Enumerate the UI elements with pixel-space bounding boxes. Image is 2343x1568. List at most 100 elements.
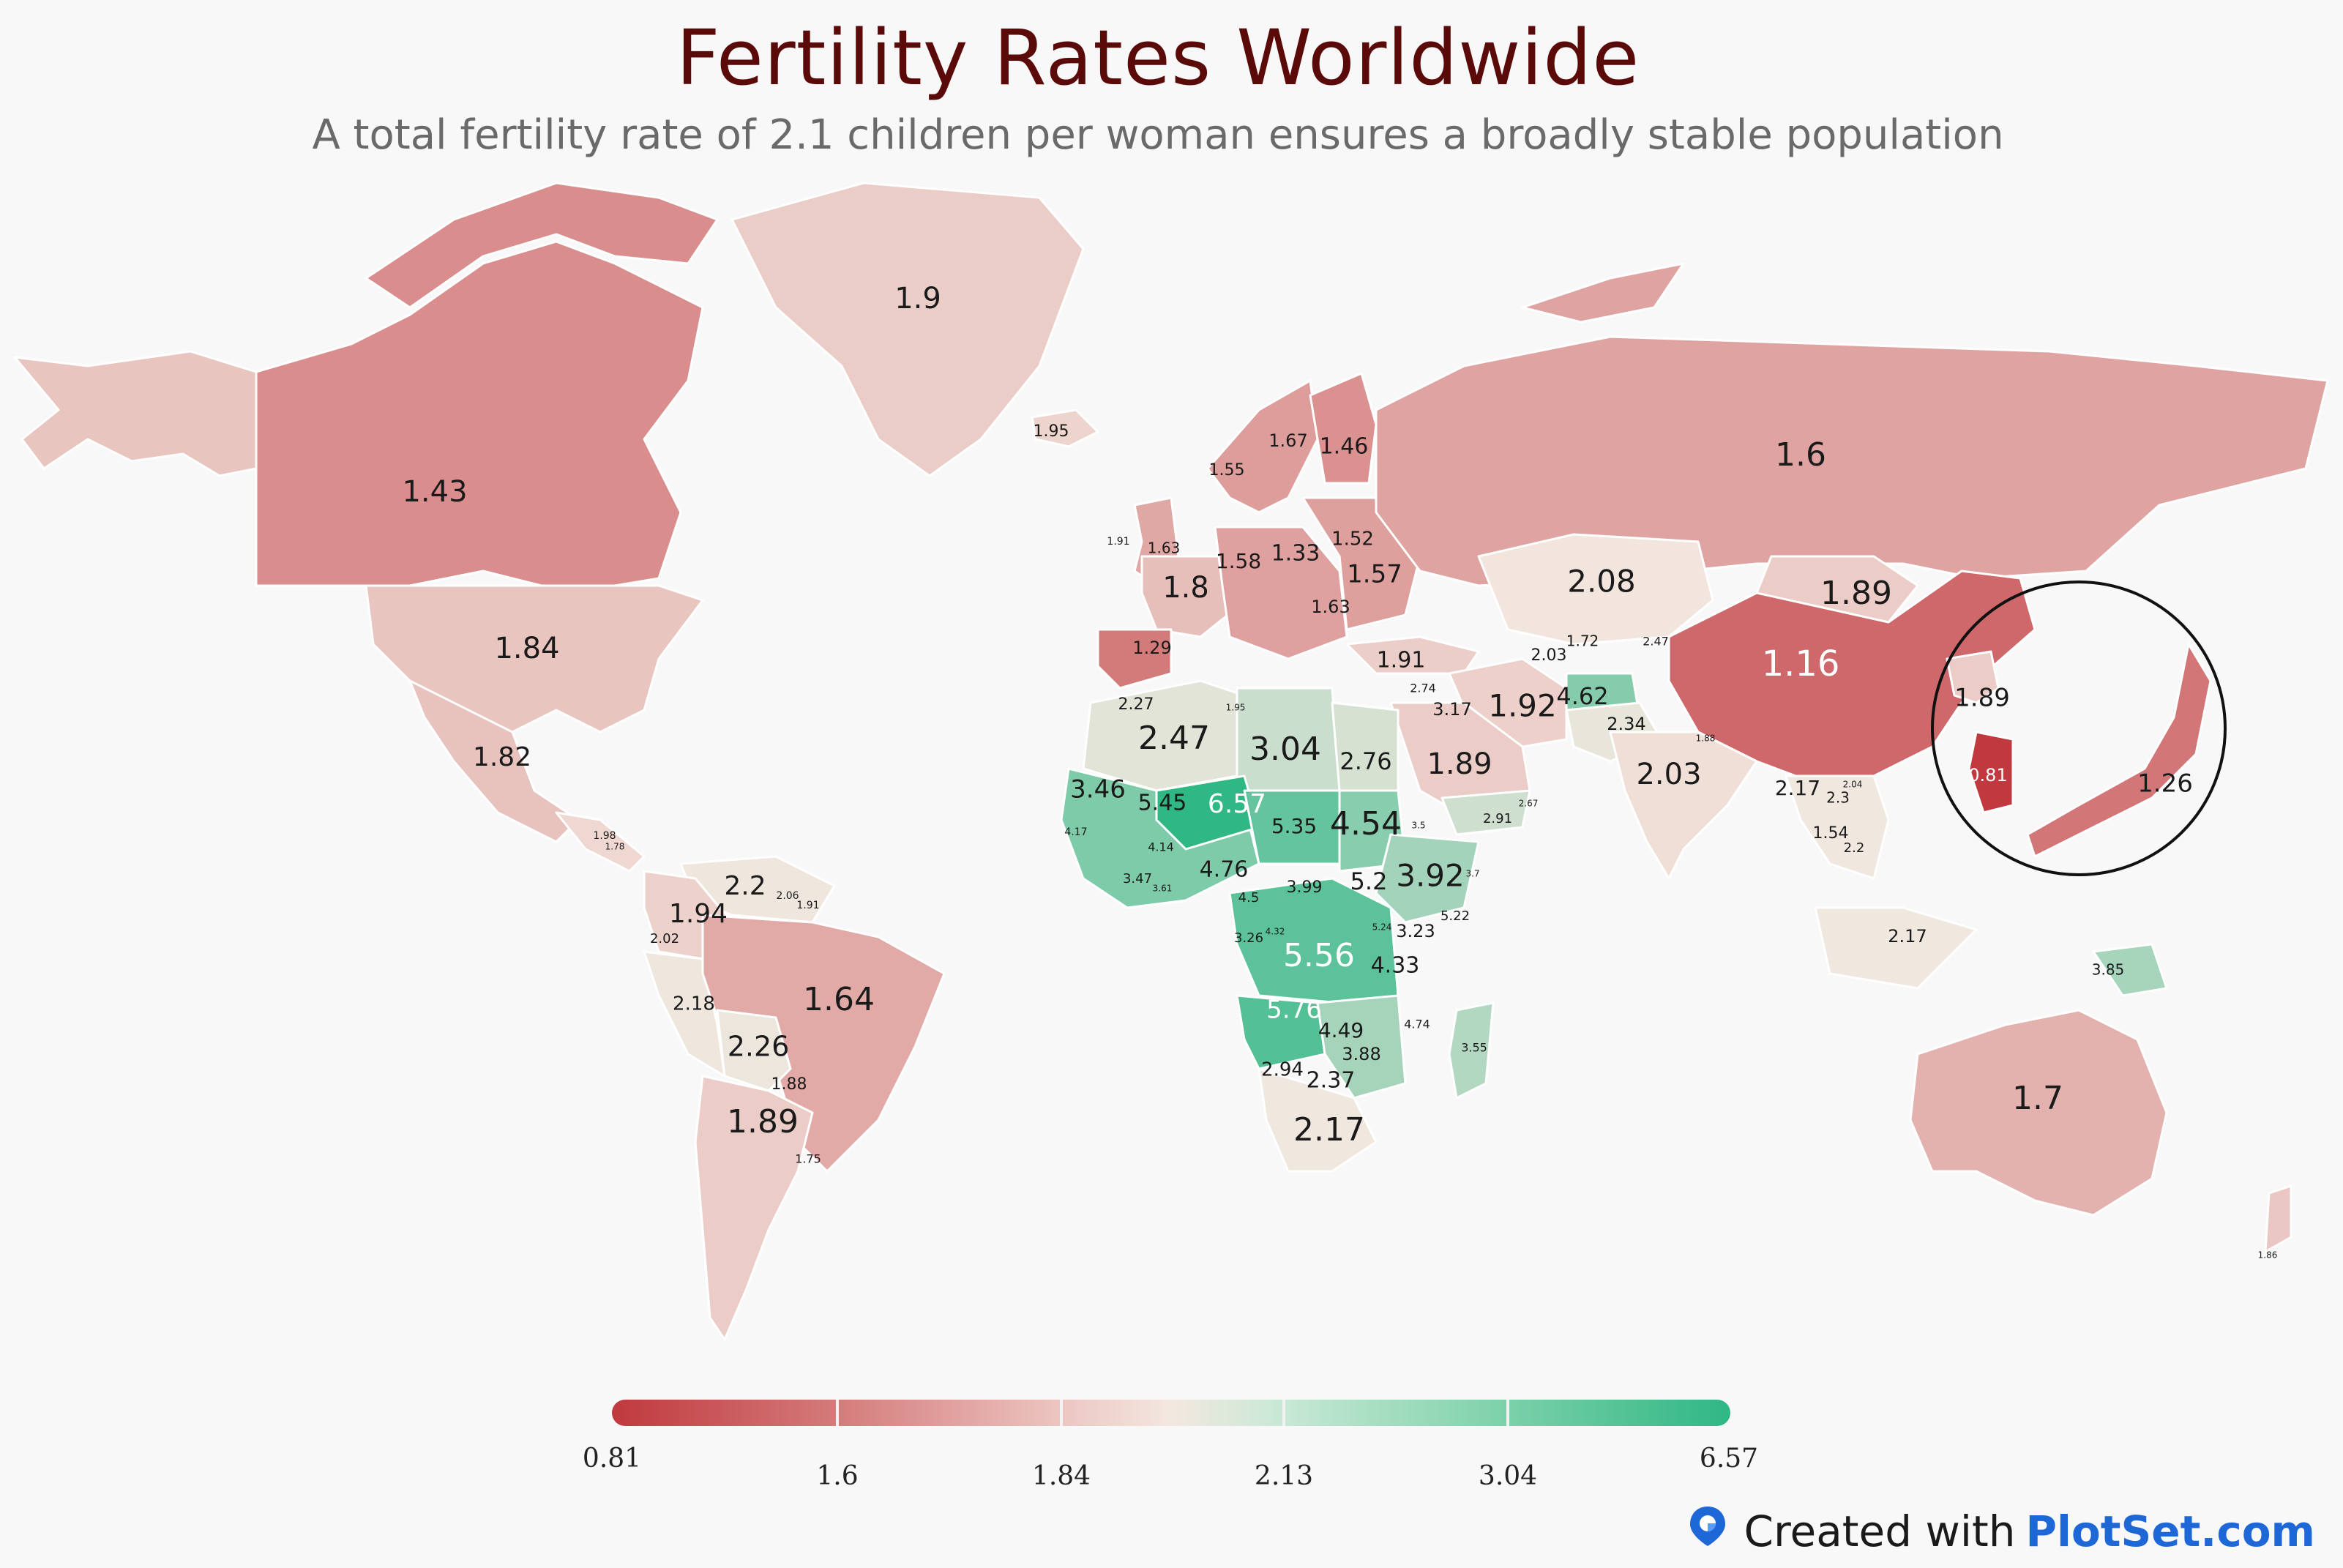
region-value-label: 2.67 xyxy=(1519,799,1539,809)
region-value-label: 5.35 xyxy=(1271,814,1317,838)
attribution-brand[interactable]: PlotSet.com xyxy=(2025,1507,2316,1556)
region-greenland[interactable] xyxy=(730,182,1085,477)
region-value-label: 1.8 xyxy=(1162,571,1209,605)
region-india[interactable] xyxy=(1609,731,1758,880)
region-value-label: 1.57 xyxy=(1347,560,1402,589)
region-russia[interactable] xyxy=(1375,335,2329,587)
region-indonesia[interactable] xyxy=(1814,906,1978,990)
region-value-label: 1.89 xyxy=(727,1103,799,1140)
region-egypt[interactable] xyxy=(1331,701,1400,792)
region-value-label: 2.03 xyxy=(1636,758,1701,791)
region-value-label: 1.91 xyxy=(796,900,819,911)
region-value-label: 1.63 xyxy=(1148,540,1181,557)
region-value-label: 2.03 xyxy=(1531,646,1567,665)
region-value-label: 2.18 xyxy=(673,993,715,1015)
region-value-label: 5.2 xyxy=(1350,867,1388,895)
region-value-label: 2.17 xyxy=(1888,926,1927,947)
legend-tick-label: 3.04 xyxy=(1478,1461,1538,1491)
region-value-label: 4.14 xyxy=(1148,840,1174,854)
map-title: Fertility Rates Worldwide xyxy=(676,13,1640,102)
region-value-label: 1.7 xyxy=(2012,1080,2063,1117)
region-value-label: 5.45 xyxy=(1138,791,1187,816)
region-value-label: 3.61 xyxy=(1153,884,1173,894)
region-yemen[interactable] xyxy=(1440,789,1531,836)
region-value-label: 2.06 xyxy=(776,890,799,902)
region-southern-africa[interactable] xyxy=(1258,1067,1378,1173)
region-value-label: 5.24 xyxy=(1372,922,1392,933)
region-scandinavia[interactable] xyxy=(1206,379,1319,514)
region-value-label: 1.89 xyxy=(1820,575,1892,612)
region-value-label: 3.47 xyxy=(1123,871,1152,886)
region-kazakhstan[interactable] xyxy=(1477,533,1714,646)
region-value-label: 3.7 xyxy=(1465,869,1479,879)
region-value-label: 1.92 xyxy=(1488,688,1557,724)
region-value-label: 1.98 xyxy=(593,830,616,842)
region-value-label: 2.76 xyxy=(1339,747,1391,775)
legend-tick-mark xyxy=(1282,1400,1285,1426)
region-mozambique[interactable] xyxy=(1316,994,1407,1100)
region-value-label: 3.46 xyxy=(1070,775,1126,804)
plotset-logo-icon xyxy=(1685,1504,1730,1559)
region-value-label: 1.84 xyxy=(494,632,559,665)
region-value-label: 3.88 xyxy=(1342,1044,1380,1064)
region-central-europe[interactable] xyxy=(1214,526,1348,660)
region-alaska[interactable] xyxy=(13,350,258,477)
legend-tick-mark xyxy=(836,1400,839,1426)
region-value-label: 5.56 xyxy=(1283,937,1355,974)
region-spain[interactable] xyxy=(1096,628,1173,690)
region-value-label: 2.04 xyxy=(1843,780,1863,790)
region-value-label: 3.17 xyxy=(1432,699,1471,720)
region-usa[interactable] xyxy=(365,584,704,733)
region-bolivia[interactable] xyxy=(716,1009,792,1092)
region-value-label: 1.6 xyxy=(1775,436,1826,474)
region-value-label: 4.74 xyxy=(1404,1018,1430,1031)
region-angola[interactable] xyxy=(1236,994,1326,1070)
region-value-label: 2.2 xyxy=(1844,840,1865,856)
region-value-label: 2.27 xyxy=(1118,695,1154,714)
region-madagascar[interactable] xyxy=(1448,1001,1495,1100)
region-value-label: 1.63 xyxy=(1311,597,1350,617)
region-south-korea[interactable] xyxy=(1968,731,2014,814)
region-value-label: 1.94 xyxy=(669,899,728,929)
region-canada-arctic[interactable] xyxy=(365,182,719,309)
region-horn[interactable] xyxy=(1375,833,1480,924)
region-value-label: 1.52 xyxy=(1331,529,1374,550)
region-value-label: 0.81 xyxy=(1968,765,2007,785)
legend-tick-label: 0.81 xyxy=(582,1444,642,1474)
region-value-label: 2.3 xyxy=(1826,789,1850,807)
region-japan[interactable] xyxy=(2026,643,2212,858)
region-value-label: 1.29 xyxy=(1132,638,1171,658)
region-mexico[interactable] xyxy=(408,679,580,843)
region-value-label: 1.67 xyxy=(1268,430,1307,451)
region-value-label: 1.82 xyxy=(473,742,531,772)
region-value-label: 2.47 xyxy=(1643,635,1669,649)
region-value-label: 3.26 xyxy=(1234,930,1263,946)
region-value-label: 4.17 xyxy=(1064,826,1087,838)
region-value-label: 2.37 xyxy=(1307,1068,1356,1094)
region-argentina[interactable] xyxy=(694,1075,814,1341)
region-value-label: 1.88 xyxy=(771,1075,807,1094)
zoom-circle xyxy=(1931,580,2227,876)
attribution[interactable]: Created with PlotSet.com xyxy=(1685,1502,2315,1561)
region-korea[interactable] xyxy=(1946,650,2000,704)
legend-tick-mark xyxy=(1060,1400,1063,1426)
region-value-label: 2.02 xyxy=(650,931,679,947)
region-value-label: 1.89 xyxy=(1954,684,2010,713)
region-value-label: 6.57 xyxy=(1208,789,1266,819)
region-central-america[interactable] xyxy=(555,811,646,873)
region-se-asia[interactable] xyxy=(1785,774,1890,880)
region-turkey[interactable] xyxy=(1345,635,1480,675)
region-iceland[interactable] xyxy=(1031,408,1099,448)
region-australia[interactable] xyxy=(1909,1009,2168,1217)
region-canada[interactable] xyxy=(255,240,704,594)
region-finland[interactable] xyxy=(1309,372,1378,485)
region-value-label: 1.58 xyxy=(1216,549,1261,573)
map-subtitle: A total fertility rate of 2.1 children p… xyxy=(312,111,2004,159)
legend-color-scale xyxy=(612,1400,1730,1426)
region-niger[interactable] xyxy=(1155,774,1260,851)
region-papua[interactable] xyxy=(2092,943,2168,997)
region-new-zealand[interactable] xyxy=(2264,1184,2292,1253)
legend-tick-mark xyxy=(1506,1400,1509,1426)
region-value-label: 5.76 xyxy=(1266,996,1322,1025)
region-russia-islands[interactable] xyxy=(1521,262,1685,324)
